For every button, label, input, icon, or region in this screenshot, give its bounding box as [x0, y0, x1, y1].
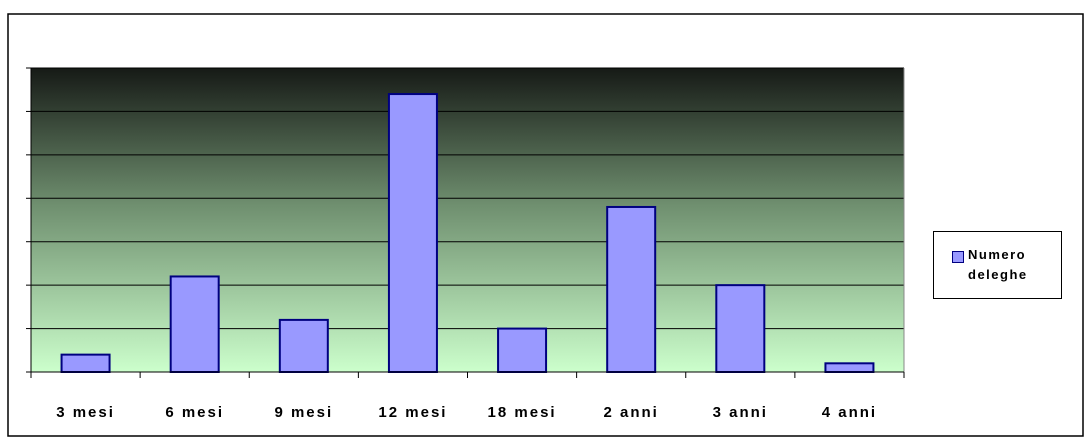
bar [278, 318, 329, 373]
x-tick-label: 18 mesi [488, 404, 557, 421]
legend-label: Numero deleghe [968, 247, 1028, 282]
bar [715, 284, 766, 373]
bar [824, 362, 875, 374]
x-tick-label: 6 mesi [165, 404, 224, 421]
bar [387, 93, 438, 374]
x-tick-label: 3 anni [713, 404, 768, 421]
x-tick-label: 4 anni [822, 404, 877, 421]
bar [60, 353, 111, 373]
x-tick-label: 3 mesi [56, 404, 115, 421]
legend-swatch [952, 251, 964, 263]
x-tick-label: 9 mesi [274, 404, 333, 421]
bar [169, 275, 220, 374]
bar [606, 205, 657, 373]
bar [497, 327, 548, 374]
x-tick-label: 12 mesi [378, 404, 447, 421]
plot-area [31, 68, 904, 372]
legend: Numero deleghe [933, 231, 1062, 299]
x-tick-label: 2 anni [604, 404, 659, 421]
